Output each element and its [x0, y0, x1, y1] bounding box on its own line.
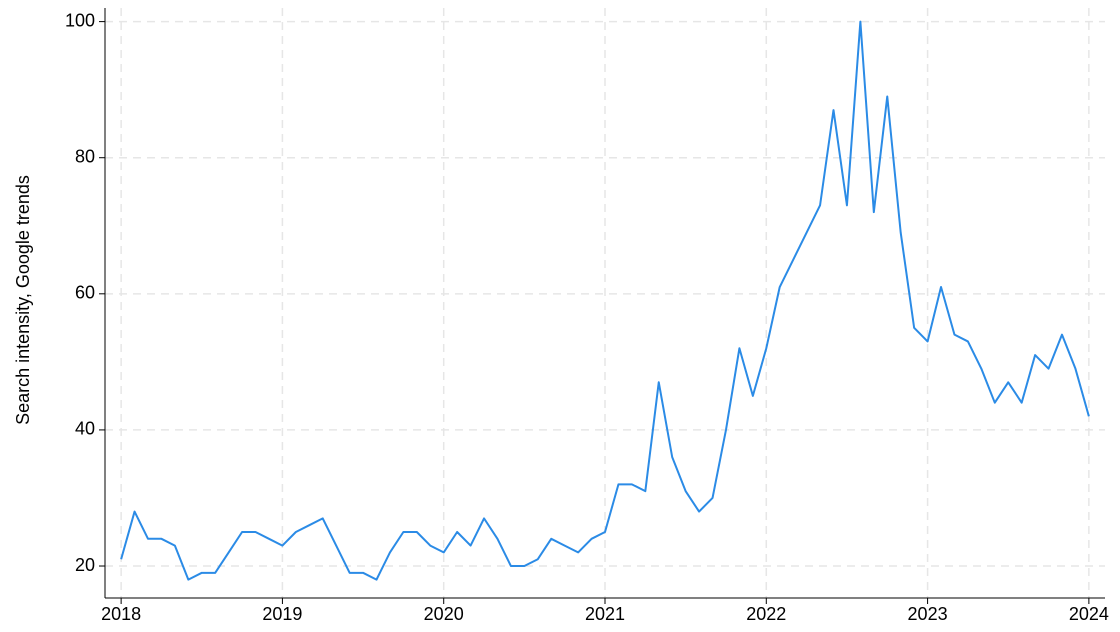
y-tick-label: 80	[75, 146, 95, 166]
x-tick-label: 2023	[908, 604, 948, 624]
x-tick-label: 2021	[585, 604, 625, 624]
y-tick-label: 100	[65, 10, 95, 30]
x-tick-label: 2022	[746, 604, 786, 624]
y-axis-label: Search intensity, Google trends	[13, 175, 33, 425]
y-tick-label: 40	[75, 419, 95, 439]
y-tick-label: 60	[75, 283, 95, 303]
x-tick-label: 2019	[262, 604, 302, 624]
line	[120, 20, 1090, 581]
x-tick-label: 2020	[424, 604, 464, 624]
x-tick-label: 2018	[101, 604, 141, 624]
y-tick-label: 20	[75, 555, 95, 575]
x-tick-label: 2024	[1069, 604, 1109, 624]
